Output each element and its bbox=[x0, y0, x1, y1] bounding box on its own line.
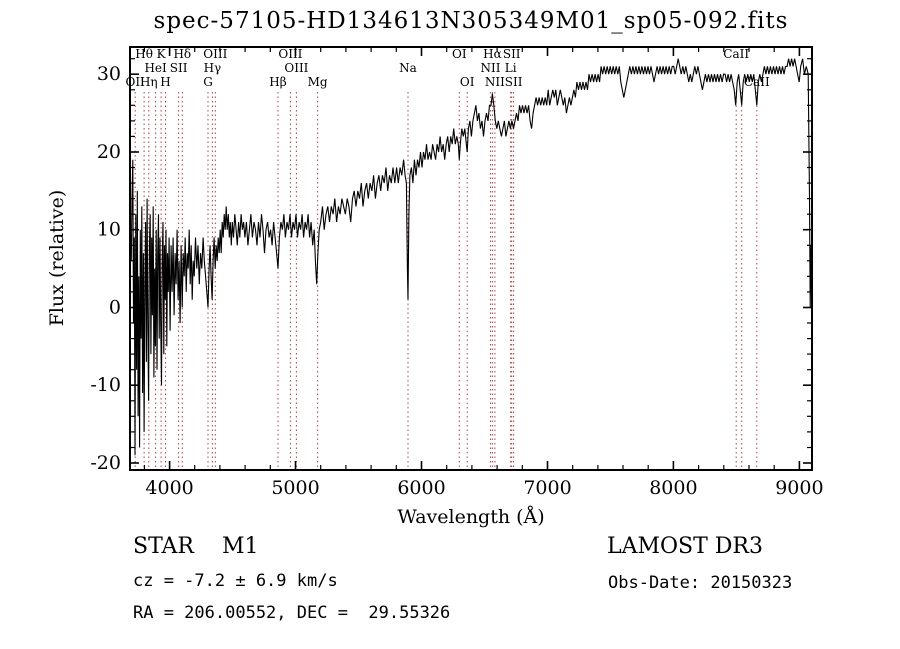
x-tick-label: 4000 bbox=[145, 477, 193, 499]
y-tick-label: -10 bbox=[90, 374, 121, 396]
object-class-label: STAR M1 bbox=[133, 534, 259, 559]
spectral-line-label: CaII bbox=[723, 47, 749, 61]
plot-title: spec-57105-HD134613N305349M01_sp05-092.f… bbox=[153, 8, 789, 34]
spectral-line-label: SII bbox=[505, 75, 523, 89]
spectral-line-label: H bbox=[160, 75, 170, 89]
x-tick-label: 8000 bbox=[649, 477, 697, 499]
ra-dec-value: RA = 206.00552, DEC = 29.55326 bbox=[133, 603, 451, 623]
y-tick-label: 0 bbox=[109, 297, 121, 319]
spectral-line-label: CaII bbox=[744, 75, 770, 89]
spectral-line-label: Hη bbox=[140, 75, 158, 89]
y-tick-label: 10 bbox=[97, 219, 121, 241]
spectral-line-label: Li bbox=[505, 61, 517, 75]
axes-box bbox=[129, 46, 813, 471]
spectral-line-label: SII bbox=[170, 61, 188, 75]
spectral-line-label: OIII bbox=[278, 47, 302, 61]
spectral-line-label: Hδ bbox=[173, 47, 191, 61]
y-tick-label: 30 bbox=[97, 63, 121, 85]
spectral-line-label: Hβ bbox=[269, 75, 286, 89]
spectral-line-label: K bbox=[157, 47, 167, 61]
spectral-line-label: HeI bbox=[144, 61, 167, 75]
spectral-line-label: G bbox=[203, 75, 213, 89]
y-tick-label: -20 bbox=[90, 452, 121, 474]
y-axis-label: Flux (relative) bbox=[46, 189, 68, 327]
spectrum-path bbox=[130, 58, 812, 456]
spectral-line-label: Hθ bbox=[135, 47, 153, 61]
spectral-line-label: OI bbox=[452, 47, 467, 61]
spectral-line-label: NII bbox=[481, 61, 501, 75]
x-tick-label: 7000 bbox=[523, 477, 571, 499]
spectral-line-label: OIII bbox=[284, 61, 308, 75]
spectral-line-label: Mg bbox=[308, 75, 328, 89]
spectral-line-label: NII bbox=[485, 75, 505, 89]
spectral-line-label: OI bbox=[460, 75, 475, 89]
x-tick-label: 9000 bbox=[775, 477, 823, 499]
survey-label: LAMOST DR3 bbox=[607, 534, 763, 559]
x-tick-label: 5000 bbox=[271, 477, 319, 499]
spectral-line-label: SII bbox=[503, 47, 521, 61]
spectral-line-label: OIII bbox=[203, 47, 227, 61]
obs-date: Obs-Date: 20150323 bbox=[608, 573, 793, 593]
cz-value: cz = -7.2 ± 6.9 km/s bbox=[133, 571, 338, 591]
x-tick-label: 6000 bbox=[397, 477, 445, 499]
spectral-line-label: Na bbox=[399, 61, 417, 75]
y-tick-label: 20 bbox=[97, 141, 121, 163]
x-axis-label: Wavelength (Å) bbox=[397, 506, 545, 528]
spectral-line-label: Hγ bbox=[204, 61, 222, 75]
spectral-line-label: Hα bbox=[483, 47, 502, 61]
